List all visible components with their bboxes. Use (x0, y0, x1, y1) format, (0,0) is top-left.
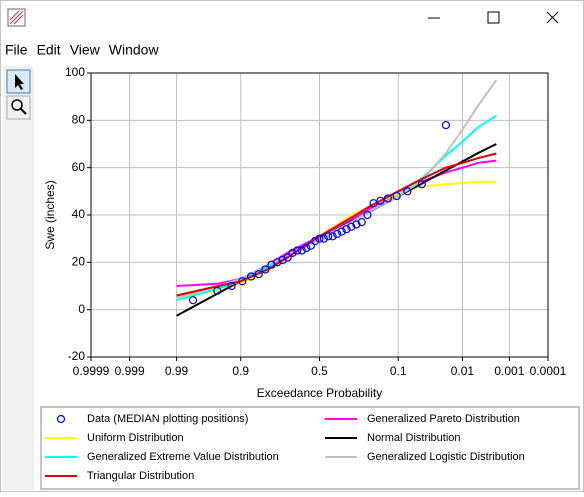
legend-label: Uniform Distribution (87, 432, 184, 444)
x-tick-label: 0.9 (232, 364, 249, 378)
zoom-tool[interactable] (6, 95, 31, 120)
x-tick-label: 0.0001 (530, 364, 567, 378)
data-point (288, 248, 297, 257)
data-point (213, 286, 222, 295)
y-tick-label: -20 (68, 349, 86, 363)
pointer-tool[interactable] (6, 69, 31, 94)
data-point (315, 234, 324, 243)
data-point (357, 218, 366, 227)
data-point (311, 236, 320, 246)
data-point (278, 255, 287, 265)
data-point (363, 210, 372, 220)
data-point (302, 244, 311, 253)
data-point (369, 199, 378, 208)
x-tick-label: 0.5 (311, 364, 328, 378)
data-point (328, 232, 337, 241)
menu-item[interactable]: File (5, 42, 28, 58)
x-tick-label: 0.99 (165, 364, 189, 378)
data-point (227, 281, 236, 291)
maximize-button[interactable] (487, 11, 500, 24)
x-tick-label: 0.999 (115, 364, 145, 378)
toolbar (3, 66, 34, 490)
data-point (238, 277, 247, 286)
x-tick-label: 0.1 (390, 364, 407, 378)
y-tick-label: 20 (72, 255, 86, 269)
legend-label: Generalized Pareto Distribution (367, 413, 520, 425)
legend-label: Normal Distribution (367, 432, 461, 444)
data-point (324, 232, 333, 241)
data-point (254, 270, 263, 279)
data-point (347, 222, 356, 231)
data-point (283, 253, 292, 262)
data-point (247, 272, 256, 281)
y-tick-label: 60 (72, 160, 86, 174)
data-point (306, 241, 315, 250)
data-point (188, 296, 198, 305)
legend-box (40, 406, 580, 490)
x-tick-label: 0.9999 (73, 364, 110, 378)
window-icon (7, 8, 26, 27)
data-point (417, 180, 426, 189)
data-point (261, 265, 270, 274)
legend-label: Triangular Distribution (87, 470, 194, 482)
plot-border (90, 72, 549, 358)
menu-bar: File Edit View Window (5, 42, 159, 58)
legend-marker (56, 414, 66, 424)
distribution-line (176, 79, 498, 299)
close-button[interactable] (546, 11, 559, 24)
data-point (342, 225, 351, 234)
y-tick-label: 100 (65, 65, 85, 79)
data-point (383, 194, 392, 203)
menu-item[interactable]: Window (109, 42, 160, 58)
y-tick-label: 0 (78, 302, 85, 316)
data-point (352, 220, 361, 229)
x-tick-label: 0.01 (451, 364, 475, 378)
data-point (337, 227, 346, 236)
x-tick-label: 0.001 (494, 364, 524, 378)
x-axis-label: Exceedance Probability (257, 386, 382, 400)
data-point (441, 120, 451, 130)
data-point (319, 234, 328, 243)
y-tick-label: 80 (72, 113, 86, 127)
data-point (392, 191, 401, 201)
menu-item[interactable]: Edit (37, 42, 61, 58)
data-point (297, 246, 306, 255)
legend-label: Generalized Extreme Value Distribution (87, 451, 279, 463)
data-point (293, 246, 302, 255)
menu-item[interactable]: View (70, 42, 101, 58)
y-axis-label: Swe (inches) (43, 180, 57, 249)
y-tick-label: 40 (72, 207, 86, 221)
data-point (403, 187, 412, 196)
legend-label: Generalized Logistic Distribution (367, 451, 525, 463)
data-point (267, 260, 276, 269)
data-point (333, 229, 342, 239)
legend-label: Data (MEDIAN plotting positions) (87, 413, 248, 425)
